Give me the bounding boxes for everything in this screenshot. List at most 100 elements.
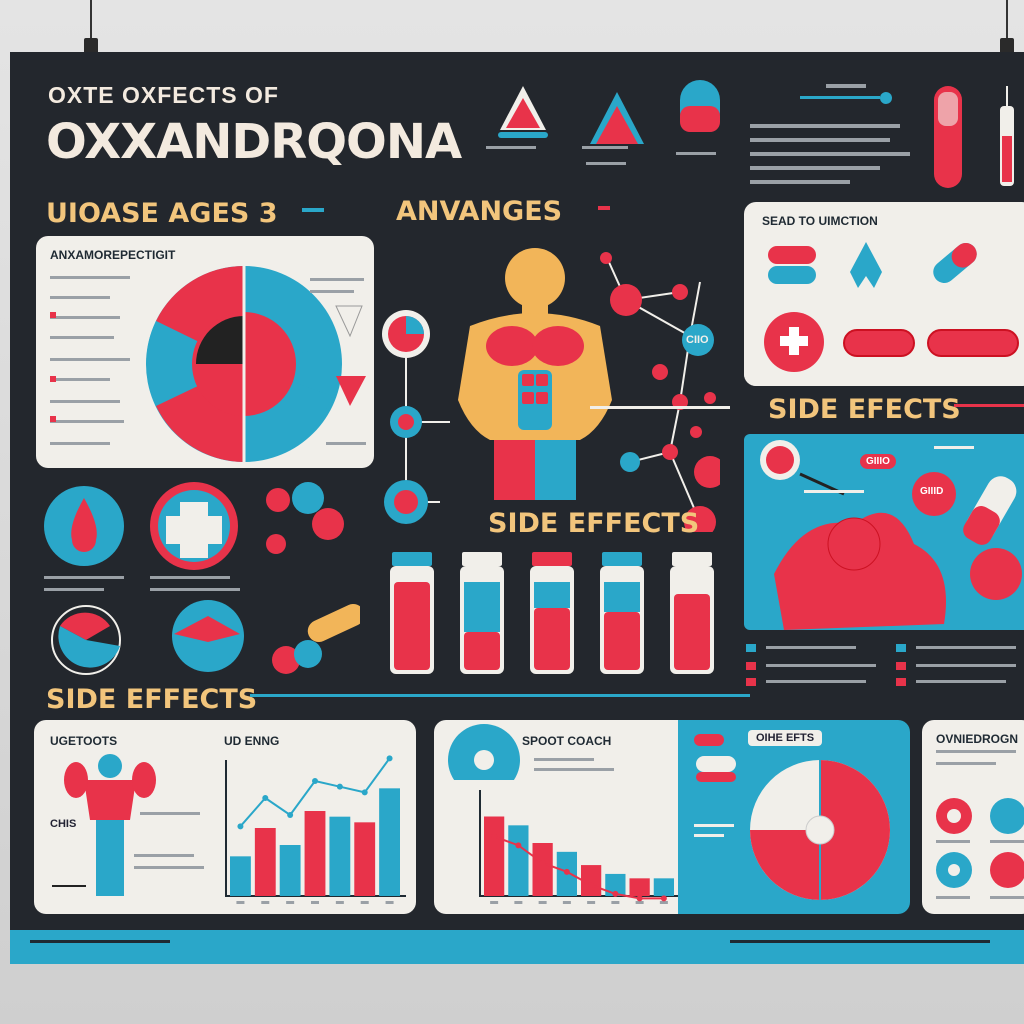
chart-bar: [329, 816, 351, 896]
blood-drop-icon: [44, 486, 124, 566]
tick-label: [538, 901, 547, 904]
chart-point: [491, 833, 498, 840]
pie-chart-graphic: [50, 266, 366, 462]
bottom-card-4: OVNIEDROGN: [922, 720, 1024, 914]
bar-line-chart-2: [479, 790, 680, 904]
vial-icon: [390, 552, 714, 674]
binder-clip-left: [82, 0, 100, 58]
function-card-title: SEAD TO UIMCTION: [762, 214, 878, 228]
chart-point: [361, 789, 368, 796]
info-lines: [790, 82, 900, 122]
muscle-figure-icon: [52, 754, 204, 896]
pill-icon: [933, 243, 977, 283]
binder-clip-right: [998, 0, 1016, 58]
chart-line: [493, 835, 664, 900]
function-card: SEAD TO UIMCTION: [744, 202, 1024, 386]
icon-cluster: [44, 482, 360, 675]
pill-icon: [676, 76, 726, 136]
section-heading-side-effects-2: SIDE EFFECTS: [488, 508, 700, 539]
flask-icon: [582, 82, 652, 152]
pill-icon: [768, 246, 816, 284]
chart-bar: [508, 825, 529, 896]
tick-label: [261, 901, 270, 904]
chart-bar: [581, 865, 602, 896]
chart-bar: [605, 873, 626, 896]
poster-title: OXXANDRQONA: [46, 114, 462, 170]
chart-bar: [653, 878, 674, 896]
section-heading-uses: UIOASE AGES 3: [46, 198, 278, 229]
tick-label: [360, 901, 369, 904]
tick-label: [236, 901, 245, 904]
chart-point: [539, 860, 546, 866]
info-text-lines: [750, 122, 920, 192]
chart-point: [636, 895, 643, 902]
chart-point: [386, 755, 393, 762]
tick-label: [635, 901, 644, 904]
ribbon-icon: [850, 242, 882, 288]
chart-bar: [379, 788, 400, 896]
chart-point: [336, 783, 343, 790]
side-effect-panel: GIIIO GIIID: [744, 434, 1024, 630]
label-a: CHIS: [50, 818, 77, 830]
chart-bar: [279, 845, 301, 896]
molecule-icon: [382, 252, 720, 532]
tick-label: [659, 901, 668, 904]
bottom-card-1: UGETOOTS UD ENNG CHIS: [34, 720, 416, 914]
divider: [250, 694, 750, 697]
chart-bar: [254, 828, 276, 896]
medical-cross-icon: [150, 482, 238, 570]
bottom-card-2: SPOOT COACH: [434, 720, 690, 914]
divider: [598, 206, 610, 210]
side-effect-tag: GIIIO: [860, 454, 896, 469]
divider: [302, 208, 324, 212]
tick-label: [514, 901, 523, 904]
legend-lines: [746, 644, 1016, 686]
tick-label: [490, 901, 499, 904]
chart-icon: [51, 605, 121, 675]
bottom-card-4-title: OVNIEDROGN: [936, 732, 1019, 746]
poster-subtitle: OXTE OXFECTS OF: [48, 82, 279, 108]
bottom-card-1-title: UGETOOTS: [50, 734, 118, 748]
divider: [954, 404, 1024, 407]
bottom-card-3-title: OIHE EFTS: [748, 730, 823, 746]
chart-bar: [304, 811, 326, 896]
bottom-card-3: OIHE EFTS: [678, 720, 910, 914]
tick-label: [562, 901, 571, 904]
tick-label: [611, 901, 620, 904]
chart-point: [588, 882, 595, 889]
pie-card-title: ANXAMOREPECTIGIT: [50, 248, 176, 262]
tick-label: [286, 901, 295, 904]
pie-card: ANXAMOREPECTIGIT: [36, 236, 374, 468]
flask-icon: [488, 78, 558, 148]
chart-bar: [484, 816, 505, 896]
molecule-icon: [266, 482, 344, 554]
section-heading-side-effects-1: SIDE EFECTS: [768, 394, 961, 425]
chart-point: [287, 812, 294, 818]
pill-icon: [928, 82, 968, 192]
side-effect-tag-2: GIIID: [920, 486, 944, 497]
chart-bar: [532, 843, 553, 896]
infographic-poster: OXTE OXFECTS OF OXXANDRQONA UIOASE AGES …: [10, 52, 1024, 964]
section-heading-side-effects-3: SIDE EFFECTS: [46, 684, 258, 715]
divider: [590, 406, 730, 409]
tick-label: [587, 901, 596, 904]
chart-bar: [629, 878, 650, 896]
chart-point: [563, 868, 570, 875]
chart-bar: [354, 822, 376, 896]
muscle-figure-icon: [450, 240, 620, 500]
section-heading-advantages: ANVANGES: [396, 196, 563, 227]
chart-point: [515, 842, 522, 849]
bar-line-chart-1: [225, 755, 406, 904]
pill-icon: [272, 603, 360, 674]
chart-point: [660, 895, 667, 902]
tick-label: [311, 901, 319, 904]
chart-bar: [230, 856, 251, 896]
chart-point: [262, 795, 269, 801]
chart-point: [312, 778, 318, 784]
poster-footer: [10, 930, 1024, 964]
bottom-card-2-title: SPOOT COACH: [522, 734, 612, 748]
molecule-label: CIIO: [686, 334, 709, 346]
chart-point: [612, 890, 619, 897]
syringe-icon: [986, 86, 1024, 196]
tick-label: [335, 901, 344, 904]
